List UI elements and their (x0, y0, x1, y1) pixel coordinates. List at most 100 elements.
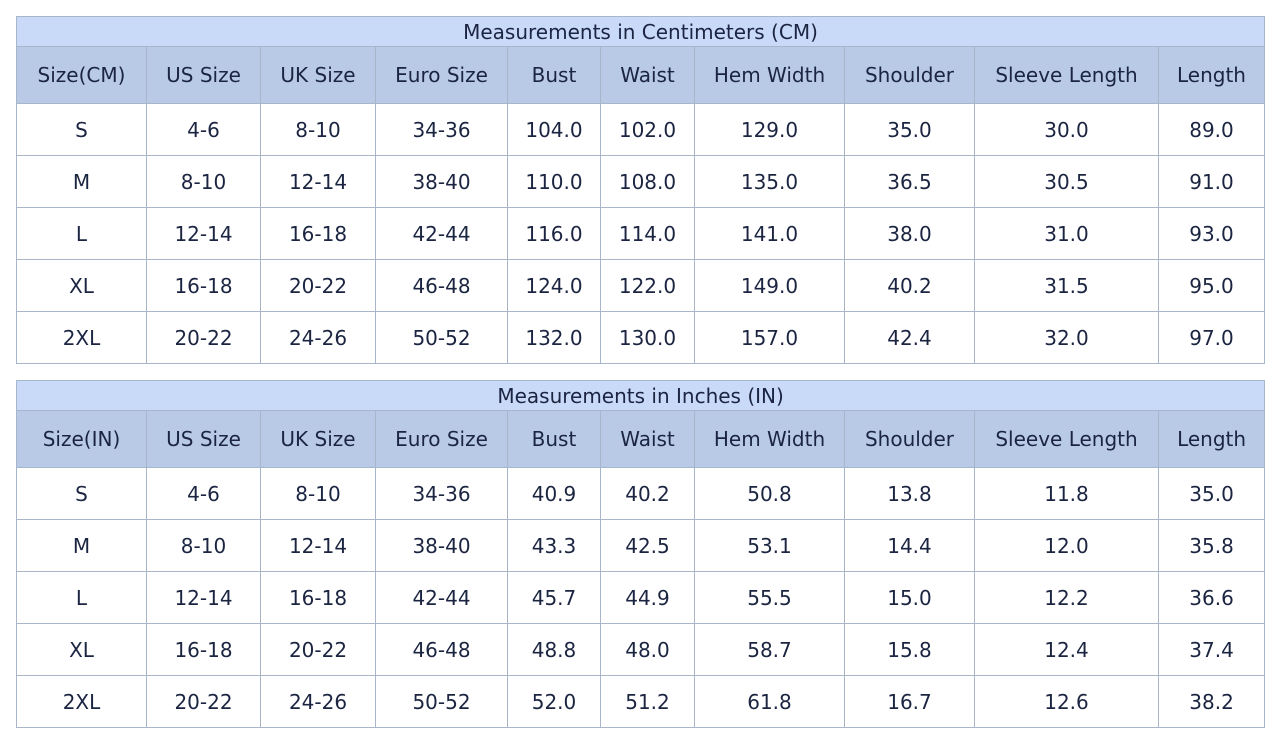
size-charts: Measurements in Centimeters (CM) Size(CM)… (15, 16, 1266, 744)
cell: 50.8 (694, 467, 845, 520)
data-row: S 4-6 8-10 34-36 104.0 102.0 129.0 35.0 30.0 89.0 (16, 103, 1265, 156)
cell: S (16, 467, 147, 520)
cell: 24-26 (260, 675, 376, 728)
cell: 34-36 (375, 103, 508, 156)
cell: 32.0 (974, 311, 1159, 364)
cell: 149.0 (694, 259, 845, 312)
cell: 8-10 (146, 155, 261, 208)
column-header: Euro Size (375, 410, 508, 468)
cell: 4-6 (146, 103, 261, 156)
cell: 31.5 (974, 259, 1159, 312)
cell: 122.0 (600, 259, 695, 312)
cell: 89.0 (1158, 103, 1265, 156)
cell: 45.7 (507, 571, 601, 624)
cell: 93.0 (1158, 207, 1265, 260)
data-row: XL 16-18 20-22 46-48 124.0 122.0 149.0 40.2 31.5… (16, 259, 1265, 312)
column-header: UK Size (260, 410, 376, 468)
column-header: UK Size (260, 46, 376, 104)
data-row: M 8-10 12-14 38-40 110.0 108.0 135.0 36.5 30.5 91… (16, 155, 1265, 208)
cell: 116.0 (507, 207, 601, 260)
cell: 91.0 (1158, 155, 1265, 208)
cell: 97.0 (1158, 311, 1265, 364)
cell: 38-40 (375, 155, 508, 208)
data-row: L 12-14 16-18 42-44 116.0 114.0 141.0 38.0 31.0 9… (16, 207, 1265, 260)
column-header: Bust (507, 46, 601, 104)
cell: 40.9 (507, 467, 601, 520)
cell: M (16, 155, 147, 208)
cell: 37.4 (1157, 623, 1266, 676)
cell: L (16, 571, 147, 624)
cell: 20-22 (146, 675, 261, 728)
cell: 12-14 (146, 207, 261, 260)
cell: 20-22 (260, 259, 376, 312)
column-header: Sleeve Length (974, 46, 1159, 104)
cell: M (16, 519, 147, 572)
cell: 14.4 (844, 519, 975, 572)
data-row: XL 16-18 20-22 46-48 48.8 48.0 58.7 15.8 12.4 37.… (16, 623, 1266, 676)
cell: 24-26 (260, 311, 376, 364)
cell: 15.0 (844, 571, 975, 624)
data-row: M 8-10 12-14 38-40 43.3 42.5 53.1 14.4 12.0 35.8 (16, 519, 1266, 572)
cell: 50-52 (375, 311, 508, 364)
cell: 30.0 (974, 103, 1159, 156)
data-row: L 12-14 16-18 42-44 45.7 44.9 55.5 15.0 12.2 36.6 (16, 571, 1266, 624)
header-row: Size(IN) US Size UK Size Euro Size Bust Waist… (16, 410, 1266, 468)
cell: 16-18 (260, 207, 376, 260)
cell: 8-10 (260, 103, 376, 156)
cell: 51.2 (600, 675, 695, 728)
cell: 110.0 (507, 155, 601, 208)
cell: 58.7 (694, 623, 845, 676)
cell: 46-48 (375, 623, 508, 676)
column-header: Hem Width (694, 410, 845, 468)
data-row: S 4-6 8-10 34-36 40.9 40.2 50.8 13.8 11.8 35.0 (16, 467, 1266, 520)
cell: XL (16, 623, 147, 676)
cell: 20-22 (260, 623, 376, 676)
cell: 16-18 (260, 571, 376, 624)
column-header: Shoulder (844, 410, 975, 468)
cell: 35.0 (844, 103, 975, 156)
cell: 38.0 (844, 207, 975, 260)
cell: S (16, 103, 147, 156)
header-row: Size(CM) US Size UK Size Euro Size Bust Waist… (16, 46, 1265, 104)
cell: 102.0 (600, 103, 695, 156)
cell: 61.8 (694, 675, 845, 728)
cell: 8-10 (260, 467, 376, 520)
cell: 135.0 (694, 155, 845, 208)
column-header: Length (1157, 410, 1266, 468)
size-table: Measurements in Centimeters (CM) Size(CM)… (16, 16, 1265, 364)
cell: 36.6 (1157, 571, 1266, 624)
cell: 50-52 (375, 675, 508, 728)
cell: 12-14 (260, 519, 376, 572)
cell: 35.8 (1157, 519, 1266, 572)
data-row: 2XL 20-22 24-26 50-52 52.0 51.2 61.8 16.7 12.6 38… (16, 675, 1266, 728)
cell: 46-48 (375, 259, 508, 312)
cell: 13.8 (844, 467, 975, 520)
cell: XL (16, 259, 147, 312)
column-header: Shoulder (844, 46, 975, 104)
cell: 16.7 (844, 675, 975, 728)
column-header: Sleeve Length (974, 410, 1159, 468)
size-table: Measurements in Inches (IN) Size(IN) US Si… (15, 380, 1266, 728)
column-header: Euro Size (375, 46, 508, 104)
cell: 31.0 (974, 207, 1159, 260)
cell: 44.9 (600, 571, 695, 624)
cell: 52.0 (507, 675, 601, 728)
cell: 20-22 (146, 311, 261, 364)
cell: 12-14 (260, 155, 376, 208)
cell: 124.0 (507, 259, 601, 312)
cell: 40.2 (600, 467, 695, 520)
cell: 53.1 (694, 519, 845, 572)
cell: 16-18 (146, 259, 261, 312)
cell: 12.0 (974, 519, 1159, 572)
cell: 36.5 (844, 155, 975, 208)
cell: 130.0 (600, 311, 695, 364)
cell: 12-14 (146, 571, 261, 624)
cell: 95.0 (1158, 259, 1265, 312)
cell: 16-18 (146, 623, 261, 676)
cell: 42-44 (375, 207, 508, 260)
cell: 12.6 (974, 675, 1159, 728)
cell: 40.2 (844, 259, 975, 312)
cell: 43.3 (507, 519, 601, 572)
cell: L (16, 207, 147, 260)
